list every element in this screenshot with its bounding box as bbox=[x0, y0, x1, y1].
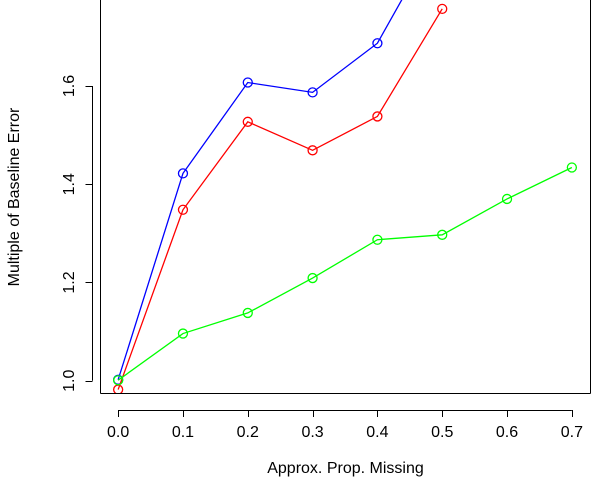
y-tick-label: 1.2 bbox=[61, 271, 78, 293]
data-point bbox=[437, 229, 448, 240]
data-point bbox=[112, 384, 124, 393]
series-line bbox=[117, 166, 573, 381]
data-point bbox=[307, 272, 318, 284]
x-tick-label: 0.2 bbox=[237, 424, 259, 441]
series-line bbox=[117, 0, 403, 380]
data-point bbox=[437, 3, 448, 14]
x-tick-label: 0.0 bbox=[107, 424, 129, 441]
data-point bbox=[307, 145, 318, 156]
data-point bbox=[177, 204, 189, 215]
data-point bbox=[177, 168, 189, 179]
series-0 bbox=[112, 0, 403, 385]
x-tick-label: 0.7 bbox=[561, 424, 583, 441]
x-axis: 0.0 0.1 0.2 0.3 0.4 0.5 0.6 0.7 bbox=[107, 410, 583, 441]
plot-frame bbox=[100, 0, 591, 394]
x-axis-label: Approx. Prop. Missing bbox=[267, 460, 424, 477]
series-line bbox=[117, 8, 443, 390]
y-tick-label: 1.0 bbox=[61, 370, 78, 392]
data-point bbox=[177, 328, 189, 339]
x-tick-label: 0.3 bbox=[301, 424, 323, 441]
x-tick-label: 0.4 bbox=[366, 424, 388, 441]
data-point bbox=[242, 116, 253, 127]
data-point bbox=[501, 193, 513, 205]
y-axis-label: Multiple of Baseline Error bbox=[6, 107, 23, 286]
data-point bbox=[372, 234, 383, 245]
data-point bbox=[242, 307, 253, 319]
data-point bbox=[112, 375, 124, 386]
data-point bbox=[307, 87, 318, 98]
y-tick-label: 1.4 bbox=[61, 173, 78, 195]
x-tick-label: 0.6 bbox=[496, 424, 518, 441]
data-point bbox=[372, 111, 383, 122]
x-tick-label: 0.5 bbox=[431, 424, 453, 441]
data-point bbox=[566, 162, 578, 173]
x-tick-label: 0.1 bbox=[172, 424, 194, 441]
series-1 bbox=[112, 3, 448, 393]
series-layer bbox=[112, 0, 578, 393]
series-2 bbox=[112, 162, 578, 386]
y-axis: 1.0 1.2 1.4 1.6 bbox=[61, 75, 93, 392]
y-tick-label: 1.6 bbox=[61, 75, 78, 97]
data-point bbox=[372, 38, 383, 49]
data-point bbox=[242, 77, 253, 88]
